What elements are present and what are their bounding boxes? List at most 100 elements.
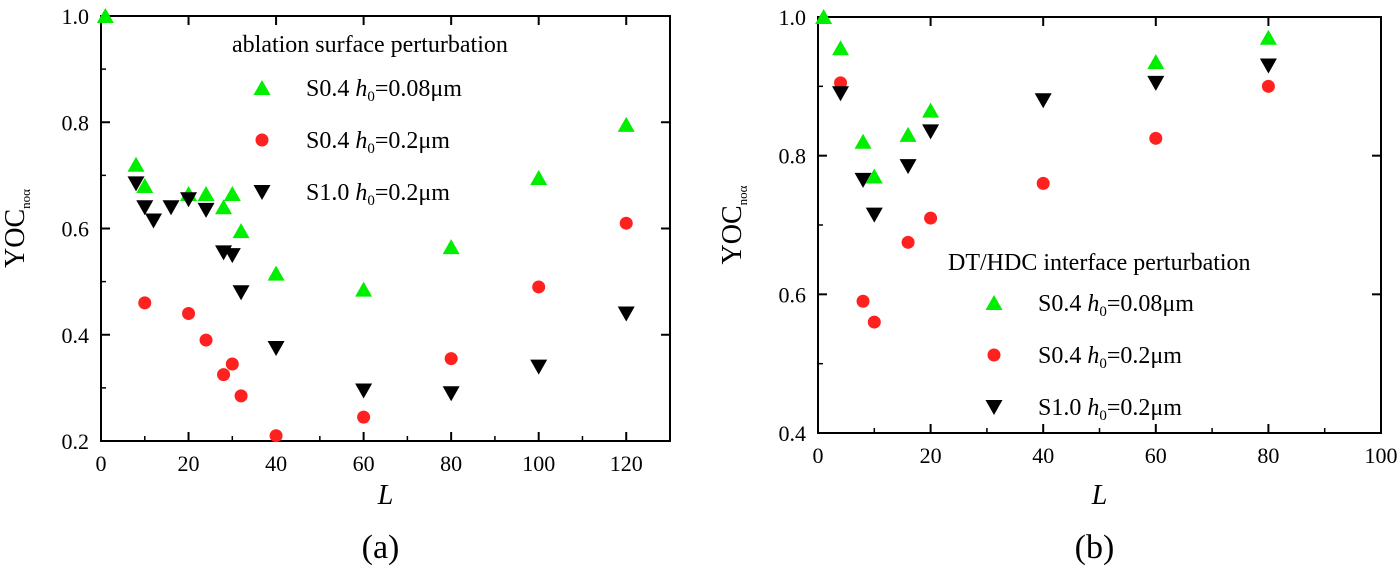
data-point [444,352,458,366]
y-tick-label: 1.0 [779,5,807,30]
data-point [217,368,231,382]
data-point [530,170,548,186]
y-tick-label: 0.2 [62,429,90,454]
x-axis-label: L [1091,480,1108,511]
data-point [225,357,239,371]
series-3 [832,58,1277,223]
data-point [199,333,213,347]
chart-panel-a: 0 20 40 60 80 100 120 0.2 0.4 0.6 0.8 1.0 YOCnoα L (a)… [0,4,671,566]
data-point [162,200,180,216]
x-tick-label: 40 [265,451,287,476]
legend-marker [985,295,1003,310]
data-point [145,213,163,229]
x-tick-label: 40 [1032,443,1054,468]
data-point [532,280,546,294]
data-point [234,389,248,403]
x-tick-label: 120 [610,451,643,476]
data-point [617,306,635,322]
series-2 [834,76,1275,329]
legend-title: ablation surface perturbation [232,32,508,58]
data-point [182,307,196,320]
data-point [127,176,145,192]
series-2 [138,216,633,443]
data-point [197,202,215,218]
x-tick-label: 80 [440,451,462,476]
y-tick-label: 0.6 [62,217,90,242]
data-point [267,265,285,281]
data-point [815,9,833,24]
data-point [832,40,850,56]
data-point [617,116,635,132]
data-point [442,239,460,255]
data-point [136,200,154,216]
y-tick-label: 1.0 [62,4,90,29]
data-point [865,207,883,223]
legend-label: S0.4 h0=0.08μm [306,76,462,105]
data-point [269,429,283,443]
data-point [1149,131,1163,145]
data-point [1036,176,1050,190]
y-axis-label: YOCnoα [717,185,750,264]
y-tick-label: 0.8 [779,144,807,169]
data-point [138,296,152,310]
legend: ablation surface perturbation S0.4 h0=0.0… [232,32,508,209]
y-tick-label: 0.4 [779,421,807,446]
data-point [1034,93,1052,109]
data-point [901,235,915,249]
legend-marker [985,400,1003,415]
data-point [1147,54,1165,70]
data-point [865,168,883,184]
data-point [922,102,940,118]
x-tick-label: 100 [1365,443,1398,468]
legend-marker [255,133,269,147]
y-tick-label: 0.6 [779,282,807,307]
x-axis-label: L [377,480,394,511]
data-point [899,126,917,142]
data-point [899,159,917,175]
data-point [1261,79,1275,93]
data-point [854,133,872,149]
data-point [223,185,241,201]
data-point [357,410,371,424]
panel-label: (b) [1075,529,1115,566]
series-1 [815,9,1277,184]
x-tick-label: 80 [1257,443,1279,468]
x-tick-label: 20 [178,451,200,476]
x-tick-label: 60 [1145,443,1167,468]
series-3 [127,176,635,402]
data-point [442,386,460,402]
chart-panel-b: 0 20 40 60 80 100 0.4 0.6 0.8 1.0 YOCnoα L (b) DT/HDC… [717,5,1398,566]
y-tick-label: 0.4 [62,323,90,348]
legend-marker [253,185,271,200]
data-point [856,294,870,308]
data-point [197,185,215,201]
x-tick-label: 0 [813,443,824,468]
legend-marker [987,348,1001,362]
data-point [223,248,241,264]
data-point [1259,58,1277,74]
data-point [96,8,114,23]
data-point [232,285,250,301]
data-point [834,76,848,90]
panel-label: (a) [362,529,400,566]
legend-title: DT/HDC interface perturbation [948,250,1251,276]
data-point [127,156,145,172]
data-point [619,216,633,230]
y-axis-label: YOCnoα [0,189,33,268]
x-tick-label: 100 [522,451,555,476]
y-tick-label: 0.8 [62,110,90,135]
legend-label: S1.0 h0=0.2μm [1038,395,1182,424]
data-point [215,199,233,215]
data-point [832,86,850,102]
legend-label: S0.4 h0=0.2μm [306,128,450,157]
data-point [136,178,154,193]
data-point [1147,75,1165,91]
legend-marker [253,80,271,95]
legend-label: S0.4 h0=0.08μm [1038,291,1194,320]
x-tick-label: 20 [920,443,942,468]
data-point [355,383,373,399]
x-tick-label: 60 [353,451,375,476]
legend-label: S0.4 h0=0.2μm [1038,343,1182,372]
data-point [355,281,373,297]
